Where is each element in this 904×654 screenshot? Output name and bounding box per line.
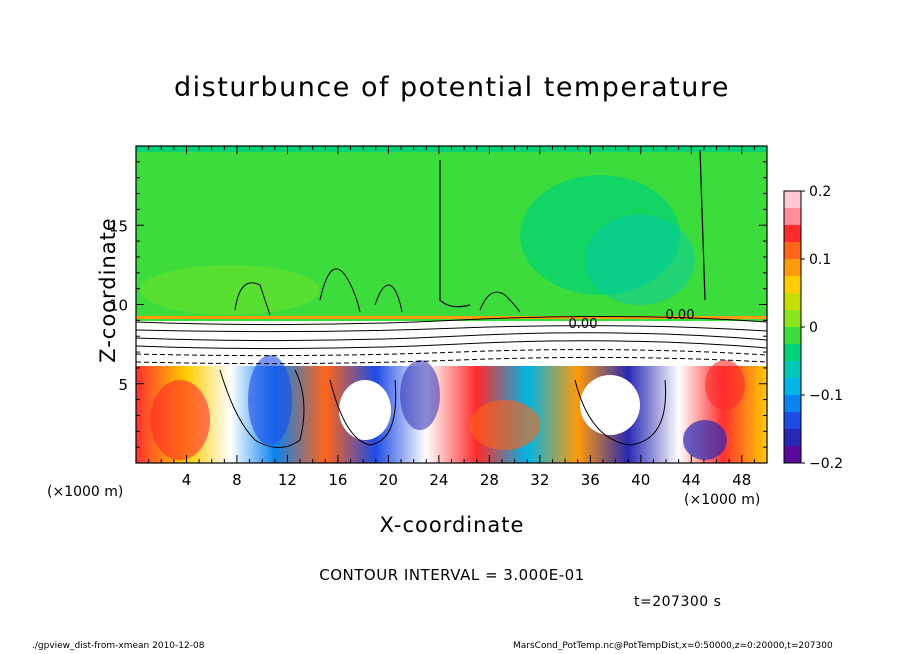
x-tick-label: 40 (631, 471, 650, 489)
heatmap-field (136, 146, 767, 463)
x-tick-label: 12 (278, 471, 297, 489)
colorbar-tick-label: −0.2 (809, 456, 843, 472)
colorbar-swatch (784, 293, 801, 311)
x-tick-label: 28 (480, 471, 499, 489)
colorbar-swatch (784, 395, 801, 413)
contour-labels: 0.00 0.00 (569, 308, 695, 332)
contour-interval-note: CONTOUR INTERVAL = 3.000E-01 (319, 566, 585, 584)
x-tick-label: 24 (429, 471, 448, 489)
colorbar-swatch (784, 327, 801, 345)
contour-label: 0.00 (666, 308, 695, 323)
x-tick-label: 32 (530, 471, 549, 489)
x-tick-label: 48 (732, 471, 751, 489)
colorbar-tick-label: 0.2 (809, 184, 831, 200)
y-tick-label: 10 (109, 297, 128, 315)
colorbar-swatch (784, 191, 801, 209)
x-unit-label-left: (×1000 m) (47, 484, 124, 500)
x-unit-label-right: (×1000 m) (684, 492, 761, 508)
y-tick-label: 5 (118, 376, 128, 394)
chart-title: disturbunce of potential temperature (174, 72, 730, 103)
colorbar-swatch (784, 310, 801, 328)
colorbar-swatch (784, 344, 801, 362)
colorbar-tick-label: 0.1 (809, 252, 831, 268)
colorbar-swatch (784, 429, 801, 447)
colorbar-tick-label: −0.1 (809, 388, 843, 404)
y-axis-label: Z-coordinate (96, 217, 120, 363)
footer-right: MarsCond_PotTemp.nc@PotTempDist,x=0:5000… (513, 641, 833, 651)
colorbar-swatch (784, 446, 801, 464)
colorbar-swatch (784, 276, 801, 294)
contour-label: 0.00 (569, 317, 598, 332)
colorbar-tick-label: 0 (809, 320, 818, 336)
x-tick-label: 8 (232, 471, 242, 489)
x-tick-label: 4 (182, 471, 192, 489)
x-tick-label: 36 (581, 471, 600, 489)
time-label: t=207300 s (634, 594, 722, 610)
x-tick-label: 44 (682, 471, 701, 489)
colorbar-swatch (784, 208, 801, 226)
colorbar-swatch (784, 225, 801, 243)
colorbar-swatch (784, 259, 801, 277)
y-tick-label: 15 (109, 217, 128, 235)
colorbar-swatch (784, 361, 801, 379)
colorbar-swatch (784, 242, 801, 260)
x-tick-label: 20 (379, 471, 398, 489)
footer-left: ./gpview_dist-from-xmean 2010-12-08 (32, 641, 205, 651)
x-axis-label: X-coordinate (379, 513, 525, 537)
colorbar-swatch (784, 378, 801, 396)
colorbar-swatch (784, 412, 801, 430)
colorbar: 0.2 0.1 0 −0.1 −0.2 (783, 184, 843, 472)
x-tick-label: 16 (328, 471, 347, 489)
